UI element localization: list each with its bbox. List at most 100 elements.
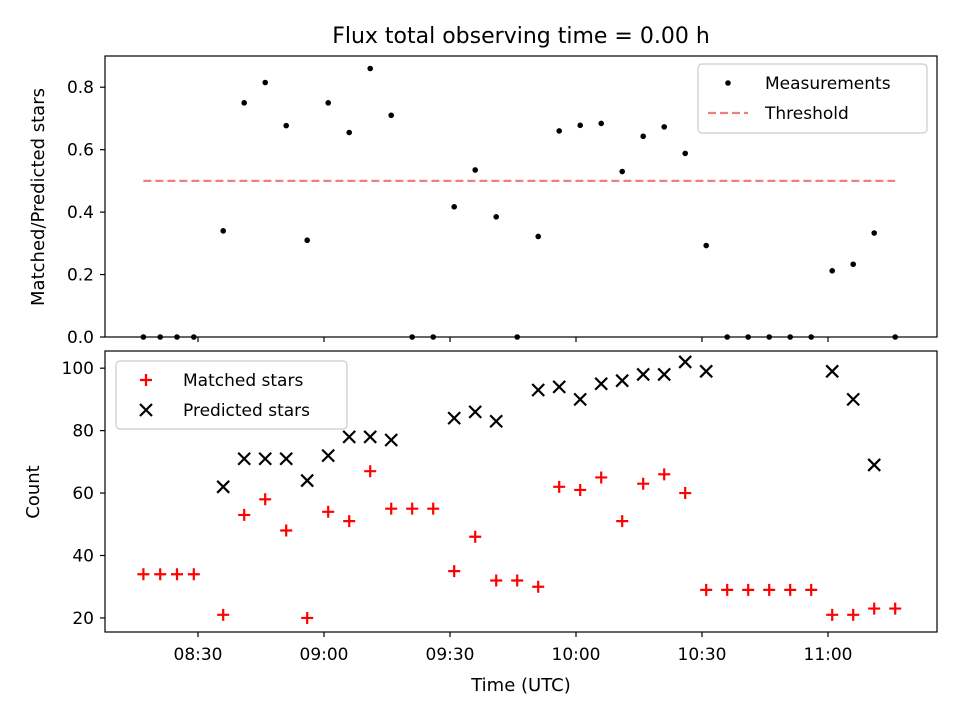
top-ylabel: Matched/Predicted stars <box>28 88 49 306</box>
measurement-point <box>619 168 625 175</box>
top-ytick-label: 0.2 <box>67 266 94 286</box>
measurement-point <box>703 242 709 249</box>
bottom-xlabel: Time (UTC) <box>470 675 571 696</box>
matched-star-point <box>637 477 650 490</box>
measurement-point <box>829 268 835 274</box>
matched-star-point <box>700 583 713 596</box>
predicted-star-point <box>216 480 230 494</box>
predicted-star-point <box>321 448 335 463</box>
matched-star-point <box>742 583 755 596</box>
measurement-point <box>262 79 269 86</box>
matched-star-point <box>171 568 183 581</box>
legend-frame <box>115 360 348 430</box>
matched-star-point <box>889 602 902 615</box>
measurement-point <box>577 122 583 129</box>
legend-label: Threshold <box>764 104 849 124</box>
matched-star-point <box>532 580 545 593</box>
legend-frame <box>697 63 928 134</box>
matched-star-point <box>301 611 314 624</box>
measurement-point <box>304 237 311 244</box>
predicted-star-point <box>258 451 272 466</box>
bottom-ylabel: Count <box>23 465 44 518</box>
top-legend: Measurements Threshold <box>697 63 928 134</box>
matched-star-point <box>343 515 356 528</box>
matched-star-point <box>595 471 608 484</box>
measurement-point <box>640 133 646 140</box>
bottom-xtick-label: 11:00 <box>804 645 853 665</box>
predicted-star-point <box>594 377 608 391</box>
matched-star-point <box>826 608 839 621</box>
matched-star-point <box>187 568 200 581</box>
predicted-star-point <box>468 405 482 419</box>
matched-star-point <box>721 583 734 596</box>
matched-star-point <box>217 608 230 621</box>
matched-star-point <box>847 608 860 621</box>
matched-star-point <box>427 502 440 515</box>
measurement-point <box>682 150 688 157</box>
predicted-star-point <box>678 355 692 369</box>
predicted-star-point <box>279 451 293 466</box>
legend-label: Measurements <box>765 74 891 94</box>
matched-star-point <box>322 505 335 518</box>
chart-title: Flux total observing time = 0.00 h <box>332 24 710 49</box>
bottom-axes-frame <box>104 350 938 633</box>
bottom-ytick-label: 20 <box>72 609 94 629</box>
measurement-point <box>871 230 877 236</box>
predicted-star-point <box>699 364 713 379</box>
measurement-point <box>535 233 541 240</box>
bottom-xtick-label: 08:30 <box>174 645 223 665</box>
predicted-star-point <box>573 392 587 407</box>
predicted-star-point <box>363 430 377 444</box>
bottom-ytick-label: 40 <box>72 547 94 567</box>
predicted-star-point <box>636 367 650 382</box>
bottom-ytick-label: 60 <box>72 484 94 504</box>
predicted-star-point <box>825 364 839 379</box>
predicted-star-point <box>657 367 671 382</box>
matched-star-point <box>784 583 797 596</box>
bottom-xtick-label: 09:00 <box>300 645 349 665</box>
predicted-star-point <box>237 451 251 466</box>
bottom-legend: Matched stars Predicted stars <box>115 360 348 430</box>
matched-star-point <box>868 602 881 615</box>
bottom-ytick-label: 100 <box>62 359 94 379</box>
measurement-point <box>220 228 226 234</box>
matched-star-point <box>490 574 503 587</box>
bottom-xtick-label: 09:30 <box>426 645 475 665</box>
top-panel: 0.00.20.40.60.8 Matched/Predicted stars … <box>28 55 938 348</box>
bottom-ytick-label: 80 <box>72 422 94 442</box>
predicted-star-point <box>384 433 398 447</box>
predicted-star-point <box>531 383 545 397</box>
measurement-point <box>451 204 458 210</box>
legend-label: Predicted stars <box>183 401 310 421</box>
measurement-point <box>850 261 856 268</box>
predicted-star-point <box>615 373 629 388</box>
measurement-point <box>388 112 395 119</box>
bottom-xtick-label: 10:00 <box>552 645 601 665</box>
measurement-point <box>493 213 500 220</box>
matched-star-point <box>679 487 692 500</box>
top-ytick-label: 0.8 <box>67 78 94 98</box>
measurement-point <box>598 120 604 127</box>
matched-star-point <box>805 583 818 596</box>
predicted-star-point <box>489 414 503 429</box>
top-ytick-label: 0.4 <box>67 203 94 223</box>
measurement-point <box>367 65 374 72</box>
measurement-point <box>346 129 353 136</box>
predicted-star-point <box>552 380 566 394</box>
matched-star-point <box>616 515 629 528</box>
measurement-point <box>283 122 290 129</box>
matched-star-point <box>763 583 776 596</box>
matched-star-point <box>137 568 150 581</box>
bottom-panel: 20 40 60 80 100 08:30 09:00 09:30 10:00 10:30 11:0… <box>23 350 938 696</box>
matched-star-point <box>259 493 272 506</box>
matched-star-point <box>364 465 377 478</box>
top-axes-frame <box>104 55 938 338</box>
matched-star-point <box>658 468 671 481</box>
legend-swatch-plus <box>140 374 152 386</box>
measurement-point <box>556 128 562 134</box>
measurement-point <box>241 100 247 106</box>
matched-star-point <box>385 502 398 515</box>
matched-star-point <box>448 565 461 578</box>
legend-swatch-dot <box>725 80 731 86</box>
